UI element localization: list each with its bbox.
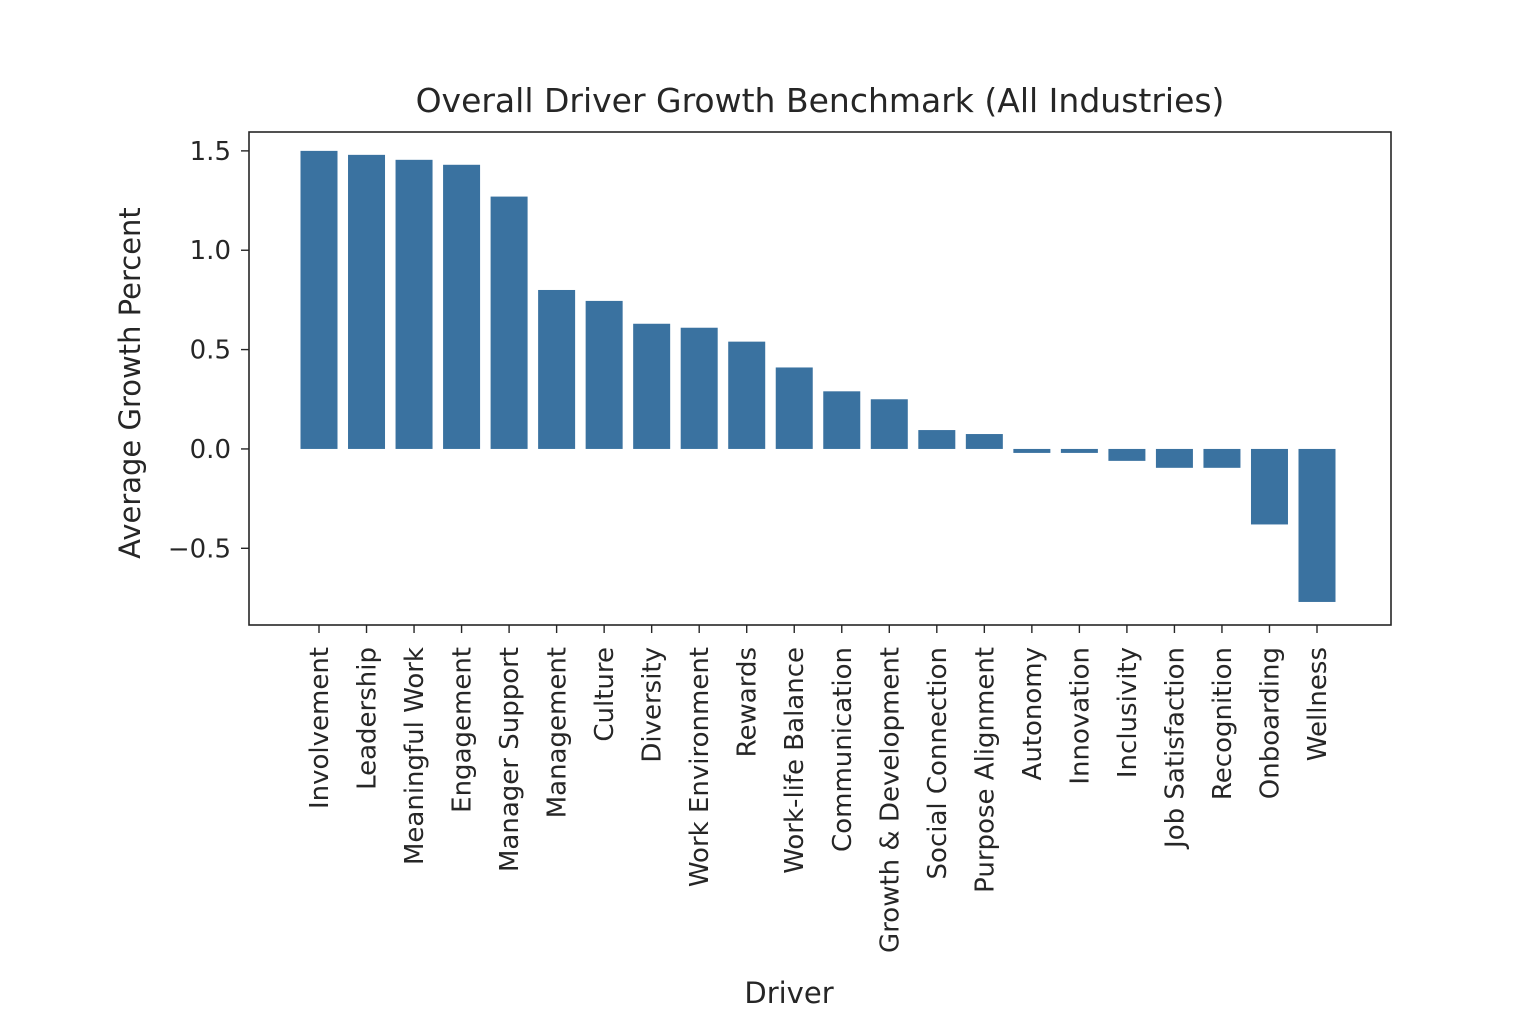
x-tick-label: Work-life Balance	[780, 647, 810, 874]
bar	[633, 323, 671, 449]
bar	[728, 341, 766, 449]
x-tick-label: Rewards	[733, 647, 763, 757]
y-tick-label: −0.5	[168, 534, 231, 564]
x-tick-label: Innovation	[1065, 647, 1095, 785]
x-tick-label: Management	[543, 647, 573, 818]
bar	[1298, 448, 1336, 602]
plot-frame	[248, 131, 1392, 626]
bar	[585, 300, 623, 449]
bar	[965, 434, 1003, 449]
x-tick-label: Culture	[590, 647, 620, 742]
x-tick-label: Engagement	[448, 647, 478, 813]
x-tick-label: Purpose Alignment	[970, 647, 1000, 893]
x-tick-label: Growth & Development	[875, 647, 905, 953]
x-tick-label: Diversity	[638, 647, 668, 763]
x-tick-label: Leadership	[353, 647, 383, 790]
y-tick-label: 0.5	[190, 336, 231, 366]
x-tick-label: Inclusivity	[1113, 647, 1143, 778]
bar	[680, 327, 718, 449]
x-tick-label: Communication	[828, 647, 858, 852]
x-tick-label: Work Environment	[685, 647, 715, 887]
bar	[538, 289, 576, 449]
bar	[918, 430, 956, 449]
x-tick-label: Job Satisfaction	[1160, 647, 1190, 850]
x-tick-label: Meaningful Work	[400, 647, 430, 865]
chart-title: Overall Driver Growth Benchmark (All Ind…	[416, 81, 1225, 120]
bar	[1203, 448, 1241, 468]
bar	[1108, 448, 1146, 461]
bar	[490, 196, 528, 449]
x-tick-label: Manager Support	[495, 647, 525, 872]
x-axis-label: Driver	[744, 976, 833, 1010]
bar	[395, 159, 433, 449]
y-tick-label: 1.0	[190, 236, 231, 266]
y-tick-label: 0.0	[190, 435, 231, 465]
bar	[1060, 448, 1098, 453]
bar	[870, 399, 908, 449]
x-tick-label: Wellness	[1303, 647, 1333, 761]
bar	[823, 391, 861, 449]
x-tick-label: Autonomy	[1018, 647, 1048, 780]
y-axis-label: Average Growth Percent	[113, 207, 147, 559]
bar	[300, 150, 338, 449]
bar	[348, 154, 386, 449]
bar	[443, 164, 481, 449]
x-tick-label: Onboarding	[1255, 647, 1285, 799]
x-tick-label: Social Connection	[923, 647, 953, 879]
x-tick-label: Involvement	[305, 647, 335, 809]
bar	[1250, 448, 1288, 525]
bar	[1155, 448, 1193, 468]
y-tick-label: 1.5	[190, 137, 231, 167]
bar	[1013, 448, 1051, 453]
bar	[775, 367, 813, 449]
x-tick-label: Recognition	[1208, 647, 1238, 800]
